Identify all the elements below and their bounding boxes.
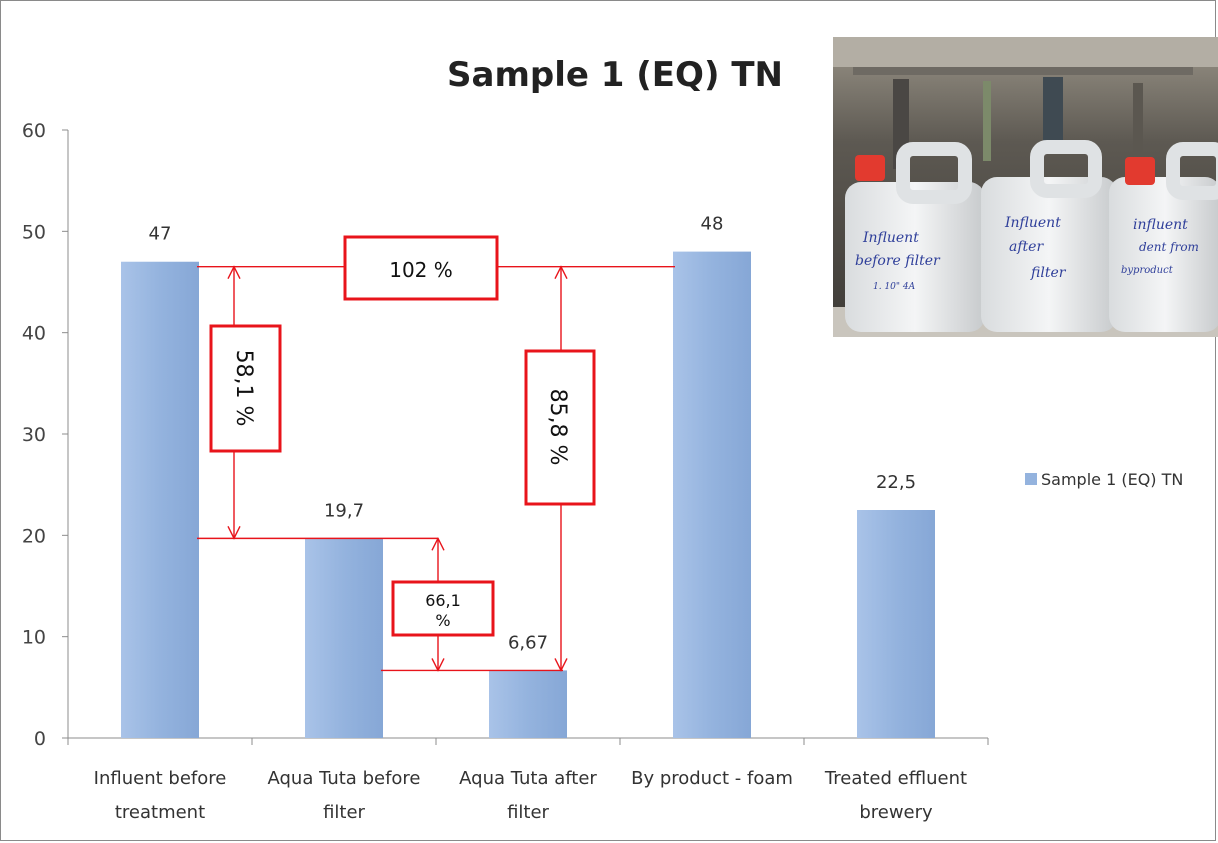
bar xyxy=(489,670,567,738)
annotation-102-box xyxy=(343,235,499,301)
bar xyxy=(305,538,383,738)
jug-2: Influent after filter xyxy=(981,140,1117,332)
data-label: 48 xyxy=(701,214,724,235)
x-category-label: Influent before treatment xyxy=(94,768,227,823)
bar xyxy=(121,261,199,738)
jug-3-label-line-3: byproduct xyxy=(1121,265,1174,276)
annotation-85-box xyxy=(524,349,596,506)
y-tick-label: 60 xyxy=(22,120,46,142)
y-tick-label: 40 xyxy=(22,323,46,345)
jug-2-label-line-1: Influent xyxy=(1004,215,1061,231)
annotation-58-box xyxy=(209,324,282,453)
y-tick-label: 0 xyxy=(34,728,46,750)
legend: Sample 1 (EQ) TN xyxy=(1025,470,1183,489)
annotation-102-label: 102 % xyxy=(389,258,453,282)
chart-title: Sample 1 (EQ) TN xyxy=(447,55,783,95)
jug-3: influent dent from byproduct xyxy=(1109,142,1218,332)
legend-label: Sample 1 (EQ) TN xyxy=(1041,470,1183,489)
jug-3-label-line-2: dent from xyxy=(1139,240,1199,254)
jug-1-label-line-2: before filter xyxy=(855,253,941,269)
annotation-85-label: 85,8 % xyxy=(545,389,570,466)
y-tick-label: 10 xyxy=(22,627,46,649)
annotation-66-box xyxy=(391,580,495,637)
x-category-label: Aqua Tuta after filter xyxy=(459,768,597,823)
jug-1-label-line-1: Influent xyxy=(862,230,919,246)
x-category-label: Treated effluent brewery xyxy=(824,768,967,823)
bar xyxy=(857,510,935,738)
y-tick-label: 30 xyxy=(22,424,46,446)
sample-jugs-photo: Influent before filter 1. 10" 4A Influen… xyxy=(833,37,1218,337)
y-tick-label: 20 xyxy=(22,525,46,547)
data-label: 47 xyxy=(149,224,172,245)
bar xyxy=(673,251,751,738)
annotation-58-label: 58,1 % xyxy=(231,350,256,427)
jug-2-label-line-3: filter xyxy=(1030,265,1067,281)
jug-2-label-line-2: after xyxy=(1009,239,1044,255)
legend-swatch xyxy=(1025,473,1037,485)
data-labels-layer: 47 19,7 6,67 48 22,5 xyxy=(149,214,916,654)
annotation-66-label: 66,1% xyxy=(425,591,461,630)
data-label: 6,67 xyxy=(508,632,548,653)
jug-3-label-line-1: influent xyxy=(1133,217,1188,233)
jug-1-label-line-3: 1. 10" 4A xyxy=(873,282,916,292)
bars-layer xyxy=(121,251,935,738)
y-tick-label: 50 xyxy=(22,221,46,243)
x-category-label: By product - foam xyxy=(631,768,793,789)
data-label: 19,7 xyxy=(324,500,364,521)
annotations-layer: 102 % 58,1 % 85,8 % 66,1% xyxy=(197,235,675,670)
data-label: 22,5 xyxy=(876,472,916,493)
x-category-label: Aqua Tuta before filter xyxy=(268,768,421,823)
jug-1: Influent before filter 1. 10" 4A xyxy=(845,142,985,332)
